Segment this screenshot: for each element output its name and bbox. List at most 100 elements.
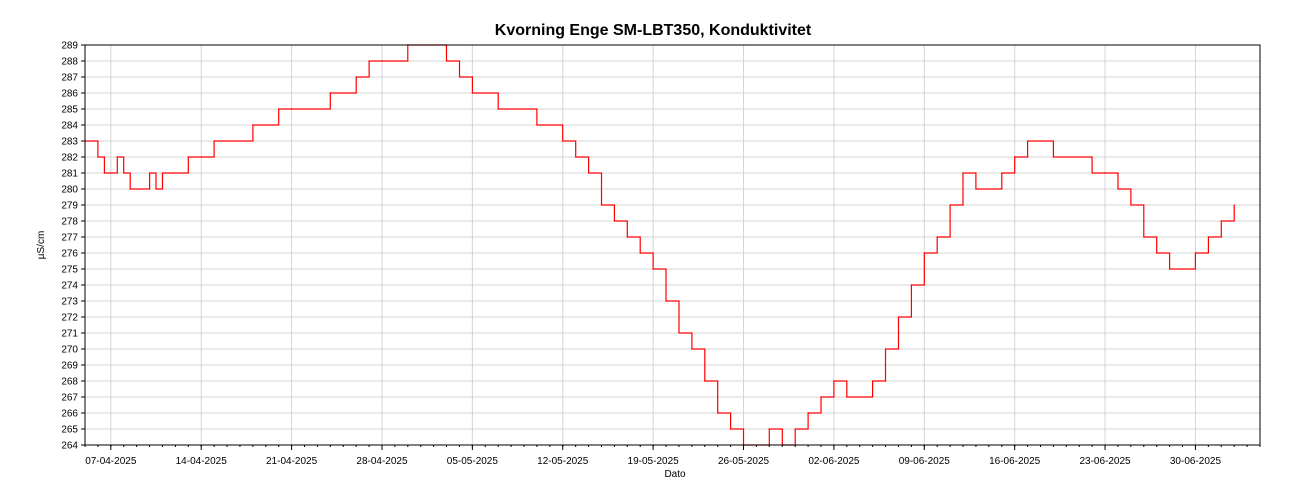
data-point bbox=[239, 140, 241, 142]
grid bbox=[85, 44, 1260, 446]
data-point bbox=[116, 156, 118, 158]
data-point bbox=[123, 172, 125, 174]
data-point bbox=[626, 236, 628, 238]
data-point bbox=[458, 76, 461, 78]
y-tick-label: 269 bbox=[61, 361, 78, 372]
y-tick-label: 271 bbox=[61, 329, 78, 340]
data-point bbox=[497, 108, 499, 110]
data-point bbox=[730, 428, 732, 430]
data-point bbox=[794, 428, 796, 430]
data-point bbox=[717, 412, 719, 414]
data-point bbox=[562, 140, 564, 142]
data-point bbox=[639, 252, 641, 254]
data-point bbox=[394, 60, 396, 62]
x-tick-label: 12-05-2025 bbox=[537, 456, 589, 467]
data-point bbox=[329, 92, 331, 94]
data-point bbox=[575, 156, 577, 158]
data-point bbox=[872, 380, 874, 382]
data-point bbox=[226, 140, 228, 142]
chart-title: Kvorning Enge SM-LBT350, Konduktivitet bbox=[495, 22, 812, 39]
data-point bbox=[897, 316, 900, 318]
y-tick-label: 285 bbox=[61, 105, 78, 116]
data-point bbox=[1104, 172, 1106, 174]
data-point bbox=[174, 172, 176, 174]
data-point bbox=[342, 92, 344, 94]
data-point bbox=[1143, 236, 1145, 238]
data-point bbox=[445, 60, 448, 62]
y-tick-label: 277 bbox=[61, 233, 78, 244]
y-tick-label: 284 bbox=[61, 121, 78, 132]
data-point bbox=[368, 60, 370, 62]
data-point bbox=[1207, 236, 1209, 238]
data-point bbox=[265, 124, 267, 126]
data-point bbox=[129, 188, 131, 190]
data-point bbox=[1014, 156, 1016, 158]
data-point bbox=[768, 428, 770, 430]
series-layer bbox=[84, 44, 1235, 446]
x-tick-label: 02-06-2025 bbox=[808, 456, 860, 467]
x-tick-label: 30-06-2025 bbox=[1170, 456, 1222, 467]
y-tick-label: 270 bbox=[61, 345, 78, 356]
data-point bbox=[975, 188, 977, 190]
data-point bbox=[1052, 156, 1054, 158]
data-point bbox=[484, 92, 486, 94]
x-tick-label: 05-05-2025 bbox=[447, 456, 499, 467]
data-point bbox=[1078, 156, 1080, 158]
data-point bbox=[252, 124, 254, 126]
x-tick-label: 23-06-2025 bbox=[1079, 456, 1131, 467]
x-tick-label: 21-04-2025 bbox=[266, 456, 318, 467]
y-tick-label: 273 bbox=[61, 297, 78, 308]
y-tick-label: 275 bbox=[61, 265, 78, 276]
x-tick-label: 26-05-2025 bbox=[718, 456, 770, 467]
data-point bbox=[136, 188, 138, 190]
x-tick-label: 28-04-2025 bbox=[356, 456, 408, 467]
y-tick-label: 268 bbox=[61, 377, 78, 388]
y-tick-label: 286 bbox=[61, 89, 78, 100]
y-tick-label: 276 bbox=[61, 249, 78, 260]
data-point bbox=[1039, 140, 1042, 142]
x-axis: 07-04-2025 14-04-2025 21-04-2025 28-04-2025… bbox=[84, 445, 1261, 467]
data-point bbox=[1233, 204, 1235, 206]
data-point bbox=[962, 172, 964, 174]
data-point bbox=[103, 172, 105, 174]
data-point bbox=[471, 92, 473, 94]
data-point bbox=[1001, 172, 1003, 174]
y-tick-label: 289 bbox=[61, 41, 78, 52]
data-point bbox=[923, 252, 925, 254]
x-tick-label: 19-05-2025 bbox=[628, 456, 680, 467]
data-point bbox=[678, 332, 680, 334]
data-point bbox=[859, 396, 861, 398]
data-point bbox=[536, 124, 538, 126]
data-point bbox=[523, 108, 525, 110]
data-point bbox=[600, 204, 603, 206]
y-tick-label: 274 bbox=[61, 281, 78, 292]
data-point bbox=[1169, 268, 1171, 270]
data-point bbox=[187, 156, 189, 158]
y-tick-label: 288 bbox=[61, 57, 78, 68]
y-axis: 264 265 266 267 268 269 270 271 272 273 274 275 276 2… bbox=[61, 41, 85, 452]
series-line bbox=[85, 44, 1235, 446]
data-point bbox=[161, 172, 164, 174]
data-point bbox=[949, 204, 951, 206]
data-point bbox=[665, 300, 667, 302]
x-tick-label: 16-06-2025 bbox=[989, 456, 1041, 467]
data-point bbox=[110, 172, 112, 174]
y-tick-label: 265 bbox=[61, 425, 78, 436]
x-tick-label: 09-06-2025 bbox=[899, 456, 951, 467]
data-point bbox=[652, 268, 654, 270]
data-point bbox=[149, 172, 151, 174]
plot-area bbox=[84, 44, 1261, 446]
data-point bbox=[807, 412, 809, 414]
data-point bbox=[704, 380, 706, 382]
data-point bbox=[355, 76, 357, 78]
y-axis-label: µS/cm bbox=[36, 231, 47, 260]
y-tick-label: 281 bbox=[61, 169, 78, 180]
y-tick-label: 264 bbox=[61, 441, 78, 452]
data-point bbox=[988, 188, 990, 190]
data-point bbox=[97, 156, 99, 158]
data-point bbox=[278, 108, 280, 110]
data-point bbox=[833, 380, 835, 382]
data-point bbox=[1065, 156, 1067, 158]
x-tick-label: 14-04-2025 bbox=[176, 456, 228, 467]
